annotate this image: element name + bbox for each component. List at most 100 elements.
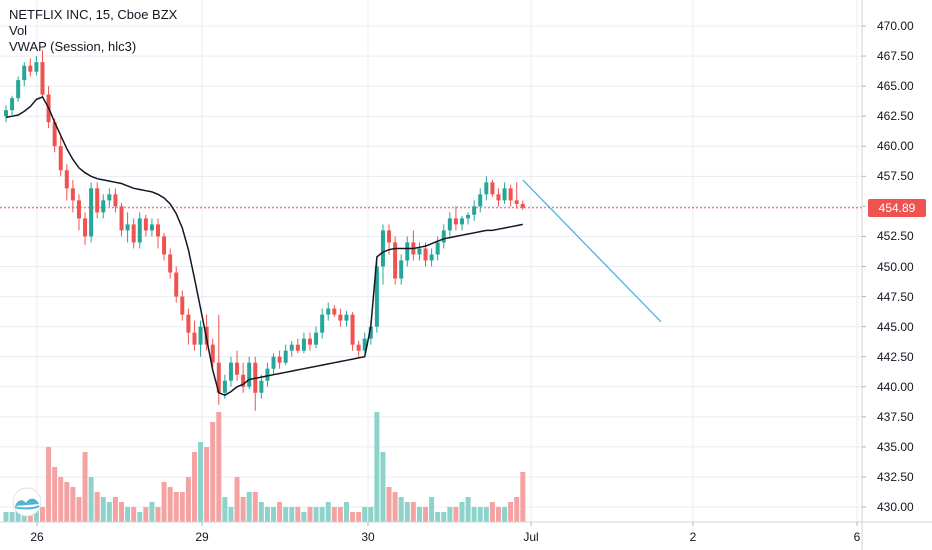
volume-bar (350, 512, 356, 522)
candle-body (241, 374, 246, 387)
volume-bar (58, 477, 64, 522)
candle-body (338, 314, 343, 321)
volume-bar (423, 507, 429, 522)
volume-bar (64, 482, 70, 522)
volume-bar (410, 502, 416, 522)
volume-bar (337, 507, 343, 522)
volume-bar (222, 497, 228, 522)
grid-lines (0, 0, 862, 522)
candle-body (52, 122, 57, 147)
volume-bar (264, 507, 270, 522)
candle-body (28, 65, 33, 72)
tradingview-logo-icon[interactable] (6, 487, 48, 517)
candle-body (295, 344, 300, 351)
volume-bar (228, 507, 234, 522)
trend-line[interactable] (522, 179, 662, 323)
candle-body (131, 224, 136, 243)
price-tick-label: 435.00 (877, 439, 914, 454)
volume-bar (258, 502, 264, 522)
volume-bar (246, 492, 252, 522)
projection-line[interactable] (522, 179, 662, 323)
volume-bar (508, 502, 514, 522)
volume-bar (216, 412, 222, 522)
volume-bar (210, 422, 216, 522)
candle-body (520, 203, 525, 208)
chart-legend: NETFLIX INC, 15, Cboe BZX Vol VWAP (Sess… (9, 7, 177, 55)
volume-bar (112, 497, 118, 522)
candle-body (405, 242, 410, 261)
volume-bar (520, 472, 526, 522)
volume-bar (362, 507, 368, 522)
price-tick-label: 462.50 (877, 109, 914, 124)
candle-body (514, 200, 519, 204)
candle-body (508, 188, 513, 201)
candle-body (453, 218, 458, 225)
volume-bar (88, 477, 94, 522)
price-tick-label: 437.50 (877, 409, 914, 424)
volume-bar (416, 507, 422, 522)
volume-bar (283, 507, 289, 522)
candle-body (271, 356, 276, 369)
candle-body (76, 200, 81, 219)
candle-body (58, 146, 63, 171)
volume-bar (435, 512, 441, 522)
candle-body (308, 338, 312, 345)
price-tick-label: 445.00 (877, 319, 914, 334)
candle-body (460, 218, 464, 225)
symbol-title[interactable]: NETFLIX INC, 15, Cboe BZX (9, 7, 178, 22)
volume-bar (392, 492, 398, 522)
volume-bar (149, 502, 155, 522)
volume-bar (374, 412, 380, 522)
candle-body (137, 218, 142, 243)
volume-bar (313, 507, 319, 522)
volume-bar (277, 502, 283, 522)
candle-body (259, 380, 264, 393)
volume-bar (404, 502, 410, 522)
candle-body (484, 182, 489, 195)
time-tick-label: Jul (523, 530, 539, 544)
indicator-vol[interactable]: Vol (9, 23, 28, 38)
volume-bar (119, 502, 125, 522)
candle-body (222, 380, 227, 393)
volume-bar (9, 512, 15, 522)
volume-bar (331, 507, 337, 522)
candle-body (83, 218, 88, 237)
candlesticks (0, 50, 862, 411)
volume-bar (429, 497, 435, 522)
time-tick-label: 2 (689, 530, 697, 544)
volume-bar (94, 492, 100, 522)
volume-bar (204, 447, 210, 522)
candle-body (107, 194, 112, 201)
indicator-vwap[interactable]: VWAP (Session, hlc3) (9, 39, 137, 54)
volume-bar (46, 447, 52, 522)
candle-body (387, 230, 392, 243)
candle-body (22, 65, 27, 81)
volume-bar (70, 487, 76, 522)
price-tick-label: 467.50 (877, 49, 914, 64)
candle-body (143, 218, 148, 231)
time-tick-label: 30 (361, 530, 375, 544)
candle-body (301, 338, 306, 351)
volume-bar (453, 507, 459, 522)
vwap-line (5, 95, 523, 397)
price-tick-label: 460.00 (877, 139, 914, 154)
candle-body (332, 308, 337, 315)
candle-body (490, 182, 495, 195)
candle-body (277, 356, 282, 363)
candle-body (89, 188, 94, 237)
candle-body (472, 206, 477, 215)
candle-body (235, 362, 240, 375)
volume-bar (319, 507, 325, 522)
candle-body (374, 266, 379, 327)
candle-body (95, 188, 100, 213)
candle-body (362, 338, 367, 351)
volume-bar (240, 497, 246, 522)
candle-body (228, 362, 233, 381)
price-tick-label: 470.00 (877, 19, 914, 33)
volume-bar (465, 497, 471, 522)
volume-bar (325, 502, 331, 522)
volume-bar (489, 502, 495, 522)
volume-bar (307, 507, 313, 522)
candle-body (4, 110, 8, 117)
